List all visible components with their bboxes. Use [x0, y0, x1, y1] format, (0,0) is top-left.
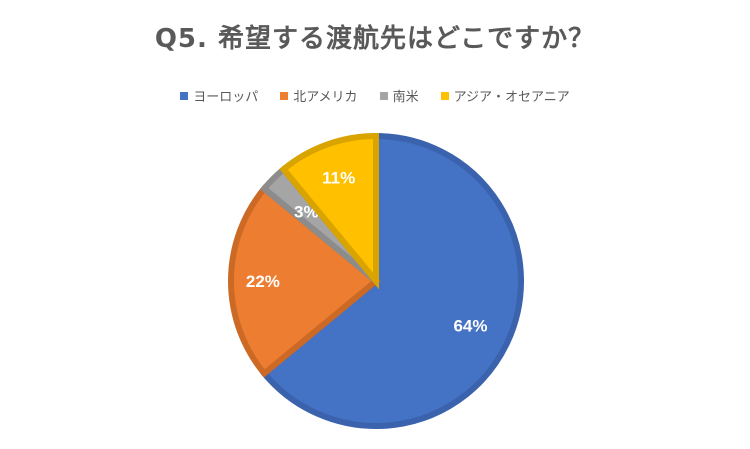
legend-swatch-south-america — [379, 91, 388, 100]
legend-label-south-america: 南米 — [392, 90, 419, 105]
data-label-europe: 64% — [453, 316, 487, 335]
legend: ヨーロッパ 北アメリカ 南米 アジア・オセアニア — [0, 86, 750, 105]
legend-swatch-asia-oceania — [440, 91, 449, 100]
slice-north-america — [228, 184, 381, 378]
slice-europe — [260, 132, 524, 429]
legend-swatch-north-america — [280, 91, 289, 100]
data-label-asia-oceania: 11% — [322, 168, 355, 187]
legend-swatch-europe — [180, 91, 189, 100]
legend-label-europe: ヨーロッパ — [193, 90, 259, 105]
legend-item-asia-oceania: アジア・オセアニア — [440, 86, 570, 105]
legend-label-north-america: 北アメリカ — [293, 90, 358, 105]
slice-asia-oceania — [279, 132, 379, 290]
legend-label-asia-oceania: アジア・オセアニア — [453, 90, 570, 105]
data-label-north-america: 22% — [246, 272, 280, 291]
chart-title: Q5. 希望する渡航先はどこですか？ — [154, 24, 596, 54]
legend-item-north-america: 北アメリカ — [280, 86, 358, 105]
legend-item-south-america: 南米 — [379, 86, 419, 105]
legend-item-europe: ヨーロッパ — [180, 86, 258, 105]
